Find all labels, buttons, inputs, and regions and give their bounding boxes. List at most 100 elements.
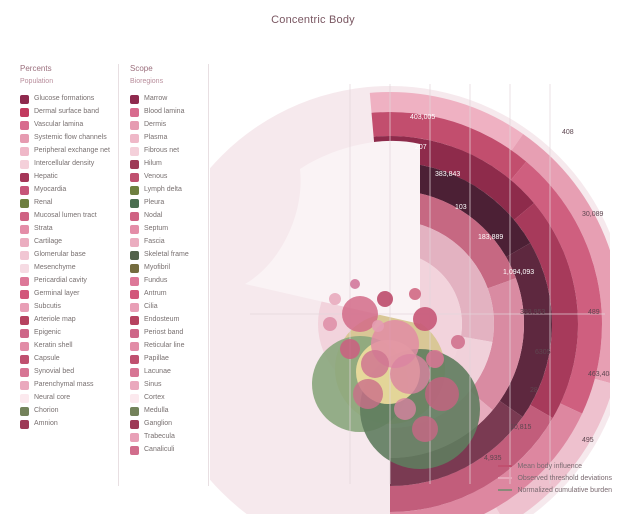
- value-label: 28: [530, 387, 538, 394]
- legend-item: Keratin shell: [20, 340, 110, 353]
- legend-item: Subcutis: [20, 301, 110, 314]
- legend-label: Endosteum: [144, 316, 179, 325]
- footer-legend-label: Normalized cumulative burden: [517, 487, 612, 494]
- legend-item: Mesenchyme: [20, 262, 110, 275]
- footer-legend-line-icon: [498, 489, 512, 491]
- value-label: 207: [415, 144, 427, 151]
- value-label: 463,408: [588, 371, 610, 378]
- value-label: 495: [582, 437, 594, 444]
- legend-swatch: [20, 121, 29, 130]
- legend-label: Cilia: [144, 303, 158, 312]
- bubble-marker: [425, 377, 459, 411]
- legend-swatch: [20, 394, 29, 403]
- legend-item: Chorion: [20, 405, 110, 418]
- legend-label: Papillae: [144, 355, 169, 364]
- legend-label: Plasma: [144, 134, 167, 143]
- legend-label: Marrow: [144, 95, 167, 104]
- legend-item: Medulla: [130, 405, 189, 418]
- legend-header: Scope: [130, 64, 189, 74]
- legend-label: Reticular line: [144, 342, 184, 351]
- legend-item: Skeletal frame: [130, 249, 189, 262]
- legend-label: Germinal layer: [34, 290, 80, 299]
- value-label: 489: [588, 309, 600, 316]
- legend-item: Parenchymal mass: [20, 379, 110, 392]
- legend-label: Mucosal lumen tract: [34, 212, 97, 221]
- legend-label: Fundus: [144, 277, 167, 286]
- legend-item: Dermis: [130, 119, 189, 132]
- legend-label: Capsule: [34, 355, 60, 364]
- legend-swatch: [20, 108, 29, 117]
- legend-label: Septum: [144, 225, 168, 234]
- legend-item: Trabecula: [130, 431, 189, 444]
- footer-legend: Mean body influence Observed threshold de…: [498, 460, 612, 496]
- legend-swatch: [130, 394, 139, 403]
- legend-swatch: [130, 316, 139, 325]
- legend-item: Myocardia: [20, 184, 110, 197]
- legend-item: Epigenic: [20, 327, 110, 340]
- legend-swatch: [130, 121, 139, 130]
- legend-label: Hilum: [144, 160, 162, 169]
- legend-swatch: [130, 368, 139, 377]
- bubble-marker: [394, 398, 416, 420]
- bubble-marker: [372, 320, 384, 332]
- value-label: 408: [562, 129, 574, 136]
- legend-label: Amnion: [34, 420, 58, 429]
- legend-item: Hilum: [130, 158, 189, 171]
- legend-swatch: [130, 238, 139, 247]
- legend-swatch: [130, 446, 139, 455]
- legend-label: Pericardial cavity: [34, 277, 87, 286]
- legend-column: ScopeBioregionsMarrowBlood laminaDermisP…: [130, 64, 189, 457]
- bubble-marker: [353, 379, 383, 409]
- legend-label: Fibrous net: [144, 147, 179, 156]
- legend-item: Glucose formations: [20, 93, 110, 106]
- legend-label: Blood lamina: [144, 108, 184, 117]
- value-label: 6305: [535, 349, 551, 356]
- legend-swatch: [20, 407, 29, 416]
- legend-item: Pericardial cavity: [20, 275, 110, 288]
- bubble-marker: [426, 350, 444, 368]
- legend-label: Mesenchyme: [34, 264, 76, 273]
- legend-label: Chorion: [34, 407, 59, 416]
- legend-swatch: [20, 212, 29, 221]
- legend-label: Antrum: [144, 290, 167, 299]
- legend-swatch: [130, 420, 139, 429]
- legend-item: Reticular line: [130, 340, 189, 353]
- legend-item: Strata: [20, 223, 110, 236]
- legend-swatch: [130, 199, 139, 208]
- legend-label: Dermis: [144, 121, 166, 130]
- legend-swatch: [20, 329, 29, 338]
- legend-swatch: [20, 316, 29, 325]
- legend-item: Marrow: [130, 93, 189, 106]
- legend-item: Lymph delta: [130, 184, 189, 197]
- legend-swatch: [20, 251, 29, 260]
- legend-item: Lacunae: [130, 366, 189, 379]
- legend-subheader: Population: [20, 78, 110, 87]
- legend-swatch: [130, 290, 139, 299]
- footer-legend-item: Mean body influence: [498, 460, 612, 472]
- legend-item: Cartilage: [20, 236, 110, 249]
- legend-label: Venous: [144, 173, 167, 182]
- legend-column: PercentsPopulationGlucose formationsDerm…: [20, 64, 110, 431]
- legend-item: Dermal surface band: [20, 106, 110, 119]
- bubble-marker: [340, 339, 360, 359]
- footer-legend-label: Observed threshold deviations: [517, 475, 612, 482]
- legend-item: Fundus: [130, 275, 189, 288]
- legend-swatch: [20, 303, 29, 312]
- legend-label: Trabecula: [144, 433, 175, 442]
- value-label: 10,815: [510, 424, 532, 431]
- legend-item: Fascia: [130, 236, 189, 249]
- legend-swatch: [20, 420, 29, 429]
- legend-item: Glomerular base: [20, 249, 110, 262]
- legend-label: Glucose formations: [34, 95, 94, 104]
- legend-label: Keratin shell: [34, 342, 73, 351]
- bubble-marker: [323, 317, 337, 331]
- legend-item: Synovial bed: [20, 366, 110, 379]
- bubble-marker: [377, 291, 393, 307]
- legend-item: Hepatic: [20, 171, 110, 184]
- legend-swatch: [130, 134, 139, 143]
- value-label: 383,843: [435, 171, 460, 178]
- column-divider: [208, 64, 209, 486]
- legend-swatch: [130, 264, 139, 273]
- bubble-marker: [409, 288, 421, 300]
- legend-item: Myofibril: [130, 262, 189, 275]
